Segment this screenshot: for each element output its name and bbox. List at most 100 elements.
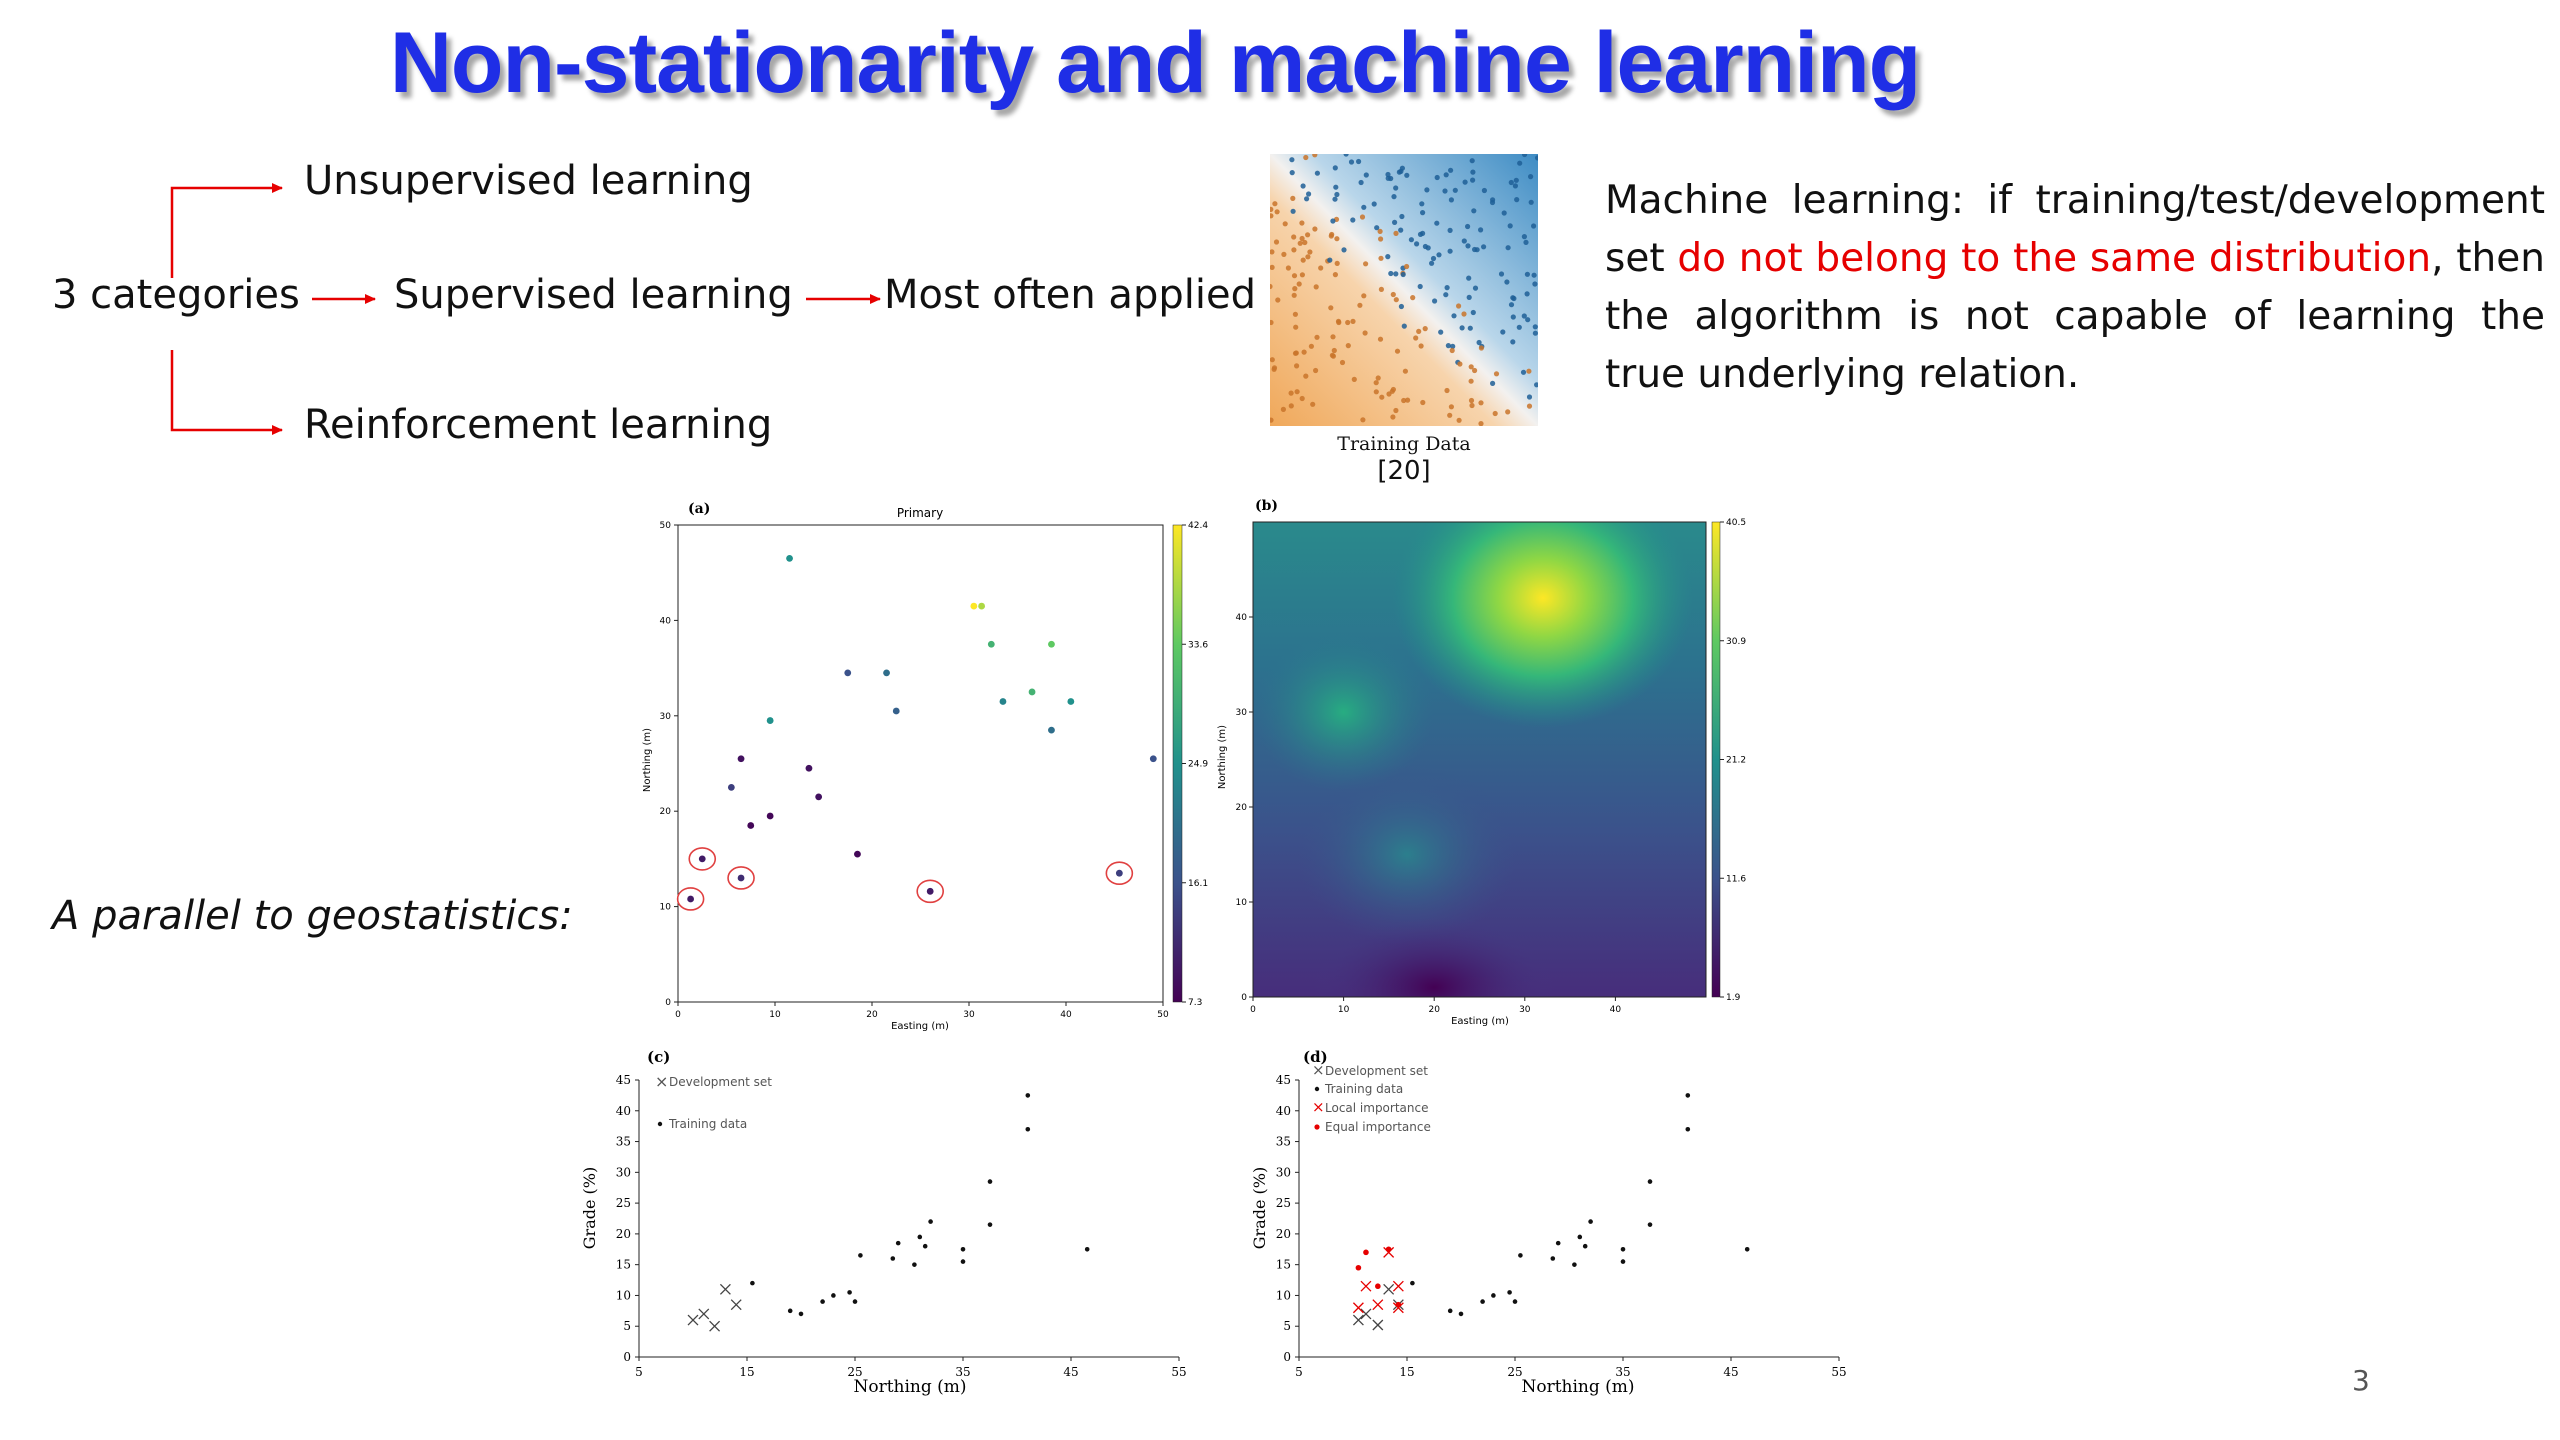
blue-point (1535, 155, 1538, 161)
x-tick-label: 35 (1615, 1365, 1630, 1379)
panel-b-ylabel: Northing (m) (1217, 725, 1228, 789)
y-tick-label: 15 (616, 1258, 631, 1272)
blue-point (1330, 218, 1336, 224)
blue-point (1528, 199, 1534, 205)
blue-point (1528, 174, 1534, 180)
training-point (928, 1219, 933, 1224)
orange-point (1505, 409, 1511, 415)
orange-point (1478, 400, 1484, 406)
orange-point (1303, 154, 1309, 161)
x-tick-label: 25 (1507, 1365, 1522, 1379)
paragraph-part2: , then the algorithm is not capable of l… (1605, 236, 2545, 397)
blue-point (1516, 324, 1522, 330)
x-tick-label: 15 (1399, 1365, 1414, 1379)
blue-point (1436, 252, 1442, 258)
training-point (1550, 1256, 1556, 1261)
cbar-tick-label: 1.9 (1726, 993, 1741, 1003)
orange-point (1360, 417, 1366, 423)
blue-point (1306, 191, 1312, 197)
arrow-to-reinforcement (170, 350, 283, 435)
panel-c-xlabel: Northing (m) (853, 1377, 966, 1397)
blue-point (1510, 339, 1516, 345)
blue-point (1498, 271, 1505, 277)
blue-point (1420, 210, 1426, 216)
y-tick-label: 30 (616, 1165, 631, 1179)
training-point (1647, 1179, 1653, 1184)
orange-point (1275, 297, 1281, 303)
blue-point (1508, 179, 1514, 186)
orange-point (1492, 410, 1498, 417)
legend-train-marker (1314, 1086, 1320, 1092)
orange-point (1390, 291, 1396, 298)
data-point (999, 698, 1007, 705)
blue-point (1501, 210, 1507, 216)
panel-d-ylabel: Grade (%) (1250, 1167, 1269, 1249)
blue-point (1513, 177, 1519, 183)
training-point (847, 1290, 852, 1295)
blue-point (1521, 234, 1527, 240)
y-tick-label: 35 (1276, 1135, 1291, 1149)
orange-point (1270, 206, 1274, 212)
blue-point (1400, 271, 1406, 278)
legend-train-marker (657, 1121, 663, 1127)
blue-point (1524, 271, 1530, 277)
orange-point (1457, 361, 1463, 367)
blue-point (1462, 179, 1468, 185)
panel-b-label: (b) (1255, 498, 1278, 514)
panel-b-axes: 0 10 20 30 40 0 10 20 30 40 1.9 11.6 21.2 30.9 40.5 (1236, 518, 1747, 1015)
orange-point (1378, 236, 1384, 242)
orange-point (1328, 305, 1334, 311)
training-point (831, 1293, 836, 1298)
x-tick-label: 30 (1519, 1005, 1531, 1015)
orange-point (1469, 402, 1475, 409)
development-point (730, 1299, 742, 1311)
orange-point (1305, 232, 1311, 238)
x-tick-label: 40 (1610, 1005, 1622, 1015)
training-point (1458, 1311, 1464, 1317)
legend-local-marker: × (1312, 1098, 1325, 1116)
orange-point (1273, 239, 1280, 245)
panel-c-label: (c) (647, 1048, 670, 1066)
x-tick-label: 10 (1338, 1005, 1350, 1015)
data-point (1028, 688, 1036, 696)
blue-point (1508, 302, 1515, 308)
orange-point (1401, 397, 1407, 404)
orange-point (1270, 417, 1274, 423)
blue-point (1304, 196, 1310, 202)
blue-point (1531, 272, 1537, 278)
orange-point (1468, 378, 1474, 384)
orange-point (1270, 213, 1274, 219)
blue-point (1447, 227, 1453, 233)
orange-point (1359, 214, 1366, 220)
data-point (815, 793, 823, 801)
blue-point (1388, 270, 1394, 277)
data-point (687, 895, 695, 903)
data-point (766, 717, 774, 724)
orange-point (1345, 343, 1351, 349)
data-point (926, 887, 934, 895)
y-tick-label: 40 (1236, 613, 1248, 623)
blue-point (1448, 167, 1454, 173)
y-tick-label: 5 (1283, 1319, 1291, 1333)
heatmap-peak (1297, 764, 1518, 945)
x-tick-label: 5 (1295, 1365, 1303, 1379)
blue-point (1467, 325, 1473, 331)
orange-point (1313, 367, 1319, 374)
blue-point (1432, 298, 1438, 304)
orange-point (1444, 387, 1450, 394)
blue-point (1521, 313, 1527, 319)
data-point (1048, 640, 1055, 648)
data-point (1048, 726, 1055, 734)
blue-point (1374, 225, 1380, 231)
y-tick-label: 25 (1276, 1196, 1291, 1210)
cbar-tick-label: 11.6 (1726, 874, 1746, 884)
y-tick-label: 20 (1276, 1227, 1291, 1241)
training-point (960, 1246, 966, 1252)
orange-point (1393, 230, 1399, 236)
orange-point (1308, 343, 1314, 349)
orange-point (1332, 272, 1338, 278)
y-tick-label: 30 (1236, 708, 1248, 718)
development-point (687, 1314, 699, 1326)
orange-point (1526, 403, 1533, 409)
blue-point (1510, 314, 1516, 320)
